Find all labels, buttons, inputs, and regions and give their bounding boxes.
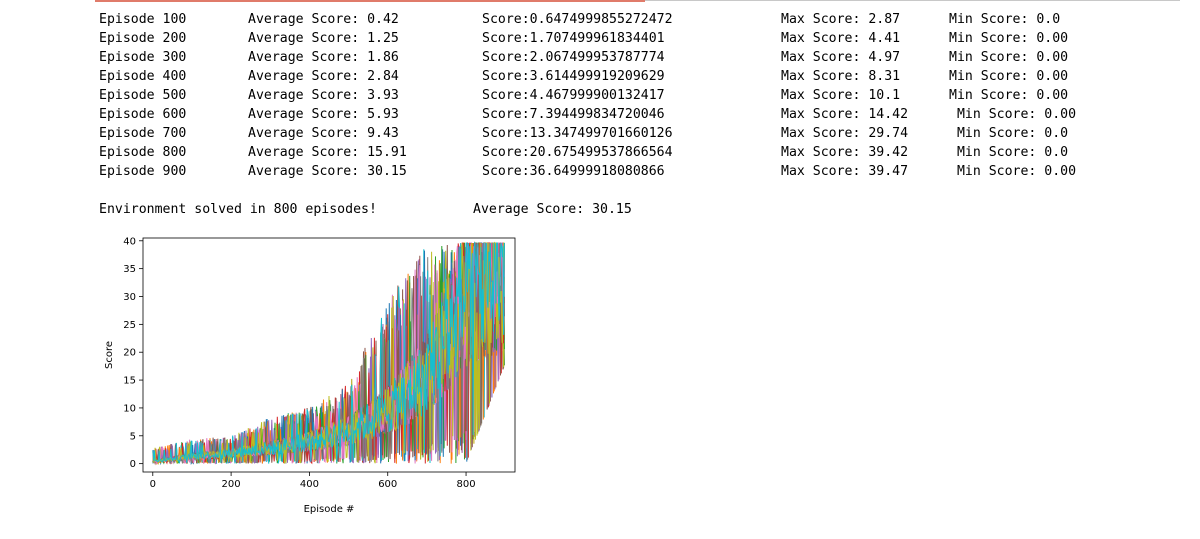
average-score: Average Score: 3.93 — [248, 88, 399, 103]
solved-average: Average Score: 30.15 — [473, 202, 632, 217]
max-score: Max Score: 8.31 — [781, 69, 901, 84]
episode-score: Score:36.64999918080866 — [482, 164, 665, 179]
episode-label: Episode 500 — [99, 88, 187, 103]
cell-selected-accent — [95, 0, 645, 2]
agent-score-line — [152, 242, 505, 464]
episode-label: Episode 300 — [99, 50, 187, 65]
episode-label: Episode 100 — [99, 12, 187, 27]
min-score: Min Score: 0.00 — [949, 164, 1077, 179]
x-tick-label: 200 — [222, 479, 241, 490]
y-tick-label: 35 — [123, 264, 136, 275]
average-score: Average Score: 1.25 — [248, 31, 399, 46]
x-tick-label: 600 — [378, 479, 397, 490]
max-score: Max Score: 4.41 — [781, 31, 901, 46]
episode-label: Episode 700 — [99, 126, 187, 141]
episode-score: Score:2.067499953787774 — [482, 50, 665, 65]
average-score: Average Score: 15.91 — [248, 145, 407, 160]
min-score: Min Score: 0.00 — [949, 50, 1069, 65]
max-score: Max Score: 4.97 — [781, 50, 901, 65]
max-score: Max Score: 39.42 — [781, 145, 909, 160]
episode-score: Score:3.614499919209629 — [482, 69, 665, 84]
y-tick-label: 40 — [123, 236, 136, 247]
average-score: Average Score: 1.86 — [248, 50, 399, 65]
max-score: Max Score: 2.87 — [781, 12, 901, 27]
max-score: Max Score: 29.74 — [781, 126, 909, 141]
x-tick-label: 400 — [300, 479, 319, 490]
max-score: Max Score: 39.47 — [781, 164, 909, 179]
solved-text: Environment solved in 800 episodes! — [99, 202, 377, 217]
episode-score: Score:7.394499834720046 — [482, 107, 665, 122]
plot-frame — [142, 237, 516, 473]
min-score: Min Score: 0.0 — [949, 145, 1069, 160]
min-score: Min Score: 0.0 — [949, 126, 1069, 141]
average-score: Average Score: 5.93 — [248, 107, 399, 122]
min-score: Min Score: 0.00 — [949, 31, 1069, 46]
x-ticks: 0 200 400 600 800 — [150, 472, 476, 490]
min-score: Min Score: 0.0 — [949, 12, 1061, 27]
episode-label: Episode 900 — [99, 164, 187, 179]
average-score: Average Score: 2.84 — [248, 69, 399, 84]
episode-score: Score:4.467999900132417 — [482, 88, 665, 103]
episode-score: Score:20.675499537866564 — [482, 145, 673, 160]
y-tick-label: 15 — [123, 376, 136, 387]
episode-score: Score:0.6474999855272472 — [482, 12, 673, 27]
episode-score: Score:1.707499961834401 — [482, 31, 665, 46]
plot-lines — [152, 241, 505, 466]
solved-message: Environment solved in 800 episodes! Aver… — [99, 200, 632, 257]
y-tick-label: 0 — [130, 459, 136, 470]
max-score: Max Score: 14.42 — [781, 107, 909, 122]
episode-label: Episode 200 — [99, 31, 187, 46]
y-axis-label: Score — [104, 341, 115, 369]
min-score: Min Score: 0.00 — [949, 69, 1069, 84]
y-tick-label: 5 — [130, 431, 136, 442]
average-score: Average Score: 0.42 — [248, 12, 399, 27]
min-score: Min Score: 0.00 — [949, 88, 1069, 103]
y-tick-label: 25 — [123, 320, 136, 331]
y-ticks: 0 5 10 15 20 25 30 35 40 — [123, 236, 143, 470]
x-tick-label: 0 — [150, 479, 156, 490]
episode-score: Score:13.347499701660126 — [482, 126, 673, 141]
episode-label: Episode 400 — [99, 69, 187, 84]
score-chart: 0 200 400 600 800 0 5 10 15 20 25 30 35 40 Episode #… — [104, 236, 516, 515]
y-tick-label: 30 — [123, 292, 136, 303]
x-tick-label: 800 — [457, 479, 476, 490]
y-tick-label: 20 — [123, 348, 136, 359]
average-score: Average Score: 30.15 — [248, 164, 407, 179]
max-score: Max Score: 10.1 — [781, 88, 901, 103]
min-score: Min Score: 0.00 — [949, 107, 1077, 122]
x-axis-label: Episode # — [304, 504, 355, 515]
y-tick-label: 10 — [123, 403, 136, 414]
episode-label: Episode 800 — [99, 145, 187, 160]
average-score: Average Score: 9.43 — [248, 126, 399, 141]
episode-label: Episode 600 — [99, 107, 187, 122]
